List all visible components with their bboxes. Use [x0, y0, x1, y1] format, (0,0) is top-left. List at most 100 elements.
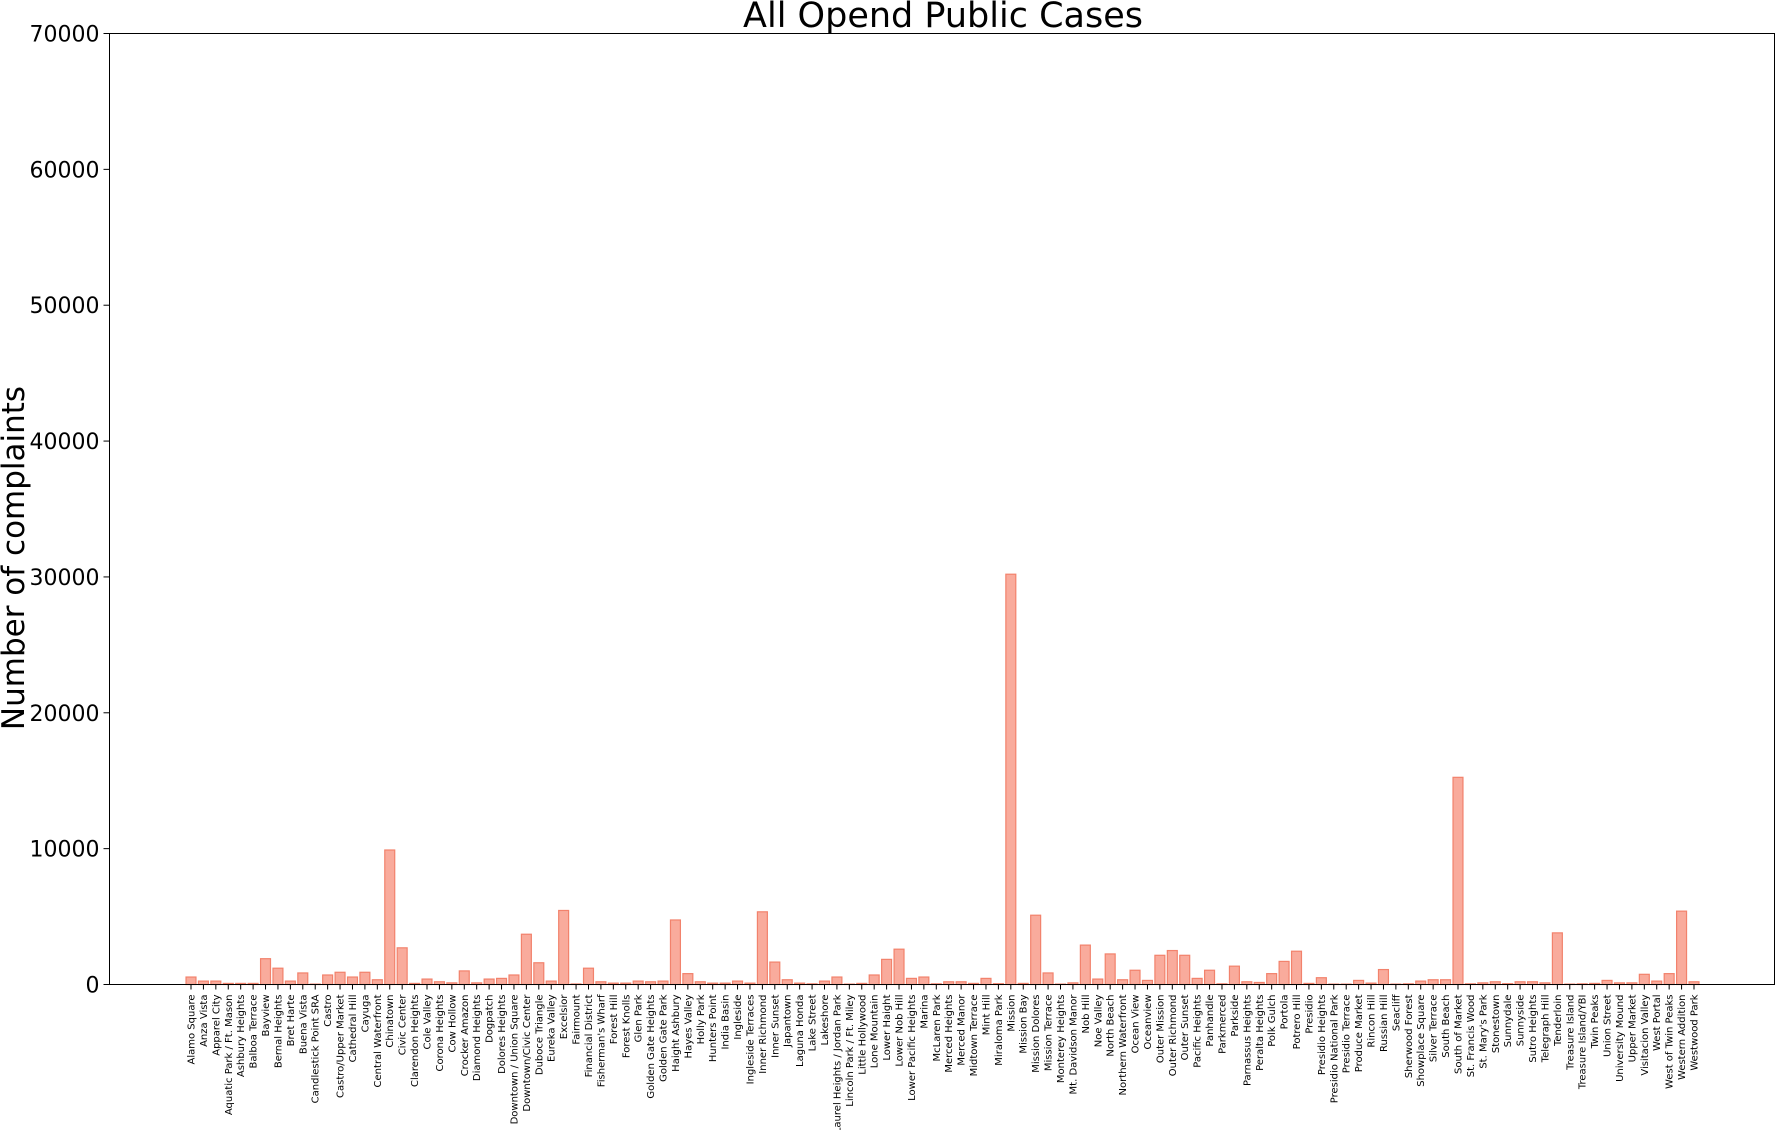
bar [682, 973, 694, 986]
bar [1663, 973, 1675, 986]
x-tick-label: Crocker Amazon [460, 995, 471, 1077]
y-tick-label: 40000 [30, 430, 100, 455]
bar [1278, 960, 1290, 986]
x-tick-label: Financial District [584, 994, 595, 1077]
x-tick-label: Balboa Terrace [249, 995, 260, 1069]
bar [582, 967, 595, 986]
plot-frame [109, 33, 1775, 985]
x-tick-label: Forest Hill [609, 995, 620, 1045]
bar [1676, 910, 1688, 986]
x-tick-label: Civic Center [398, 994, 409, 1056]
bar [1415, 980, 1427, 986]
bar [918, 976, 930, 986]
x-tick-label: Mt. Davidson Manor [1068, 994, 1079, 1095]
bar [185, 976, 197, 986]
x-tick-label: India Basin [721, 995, 732, 1050]
bar [905, 977, 918, 986]
x-tick-label: Mission Dolores [1031, 995, 1042, 1073]
bar [371, 979, 383, 986]
x-tick-label: Holly Park [696, 994, 707, 1044]
bar [1117, 979, 1129, 986]
bar [756, 911, 768, 986]
x-tick-label: North Beach [1106, 995, 1117, 1057]
x-tick-label: Lincoln Park / Ft. Miley [845, 994, 856, 1106]
y-tick-label: 70000 [30, 23, 100, 48]
x-tick-label: Outer Mission [1155, 995, 1166, 1064]
x-tick-label: Glen Park [634, 994, 645, 1042]
x-tick-label: West Portal [1652, 995, 1663, 1052]
x-tick-label: Castro [323, 995, 334, 1027]
x-tick-label: Westwood Park [1690, 994, 1701, 1070]
bar [272, 967, 284, 986]
x-tick-label: Sunnyside [1516, 995, 1527, 1047]
x-tick-label: Polk Gulch [1267, 995, 1278, 1047]
x-tick-label: Union Street [1603, 994, 1614, 1057]
x-tick-label: Hayes Valley [683, 994, 694, 1058]
x-tick-label: Tenderloin [1553, 995, 1564, 1048]
x-tick-label: Mission [1006, 995, 1017, 1032]
x-tick-label: Lakeshore [820, 995, 831, 1046]
x-tick-label: Marina [919, 995, 930, 1029]
x-tick-label: Cayuga [360, 995, 371, 1033]
y-tick-label: 0 [86, 974, 100, 999]
x-tick-label: Twin Peaks [1590, 995, 1601, 1050]
x-tick-label: Corona Heights [435, 995, 446, 1072]
bar [1638, 973, 1650, 986]
x-tick-label: Forest Knolls [621, 995, 632, 1059]
bar [1452, 776, 1464, 986]
x-tick-label: Bernal Heights [273, 995, 284, 1069]
y-tick-label: 60000 [30, 158, 100, 183]
x-tick-label: Diamond Heights [472, 995, 483, 1082]
x-tick-label: Midtown Terrace [969, 995, 980, 1077]
x-tick-label: Pacific Heights [1193, 995, 1204, 1068]
x-tick-label: Parnassus Heights [1242, 995, 1253, 1087]
x-tick-label: Telegraph Hill [1540, 995, 1551, 1064]
x-tick-label: Silver Terrace [1429, 995, 1440, 1063]
bar [669, 919, 682, 986]
x-tick-label: Nob Hill [1081, 995, 1092, 1034]
x-tick-label: Sutro Heights [1528, 995, 1539, 1063]
bar [458, 970, 470, 986]
x-tick-label: Castro/Upper Market [336, 994, 347, 1098]
bar [558, 909, 570, 986]
x-tick-label: Excelsior [559, 994, 570, 1040]
x-tick-label: Fisherman's Wharf [596, 994, 607, 1087]
x-tick-label: Dolores Heights [497, 995, 508, 1074]
x-tick-label: Buena Vista [298, 995, 309, 1055]
bar [1154, 954, 1166, 986]
bar [1601, 979, 1613, 986]
bar [868, 974, 880, 986]
x-tick-label: Inner Richmond [758, 995, 769, 1074]
x-tick-label: Hunters Point [708, 994, 719, 1062]
bar [421, 978, 433, 986]
x-tick-label: Noe Valley [1093, 994, 1104, 1047]
x-tick-label: Duboce Triangle [534, 995, 545, 1076]
x-tick-label: Laurel Heights / Jordan Park [832, 994, 843, 1130]
bar [1315, 977, 1327, 986]
x-tick-label: Candlestick Point SRA [311, 994, 322, 1103]
bar [1104, 953, 1116, 986]
y-ticks-group: 0 10000 20000 30000 40000 50000 60000 70000 [30, 23, 110, 999]
x-tick-label: Sherwood Forest [1404, 994, 1415, 1078]
bars-group [185, 573, 1700, 986]
bar [334, 971, 346, 986]
x-tick-label: Presidio National Park [1329, 994, 1340, 1103]
bar [483, 978, 495, 986]
x-tick-label: Western Addition [1677, 995, 1688, 1080]
y-tick-label: 10000 [30, 838, 100, 863]
x-tick-label: Lower Nob Hill [895, 995, 906, 1067]
x-tick-label: Ocean View [1131, 995, 1142, 1054]
x-ticks-group: Alamo Square Anza Vista Apparel City Aquati… [187, 984, 1701, 1130]
y-tick-label: 20000 [30, 702, 100, 727]
x-tick-label: Oceanview [1143, 995, 1154, 1050]
x-tick-label: Upper Market [1627, 994, 1638, 1062]
x-tick-label: Little Hollywood [857, 995, 868, 1075]
x-tick-label: Downtown / Union Square [509, 995, 520, 1125]
x-tick-label: Sunnydale [1503, 995, 1514, 1048]
x-tick-label: St. Francis Wood [1466, 995, 1477, 1078]
x-tick-label: Eureka Valley [547, 994, 558, 1062]
x-tick-label: Cow Hollow [447, 995, 458, 1053]
x-tick-label: Clarendon Heights [410, 995, 421, 1088]
x-tick-label: Mission Terrace [1044, 995, 1055, 1072]
